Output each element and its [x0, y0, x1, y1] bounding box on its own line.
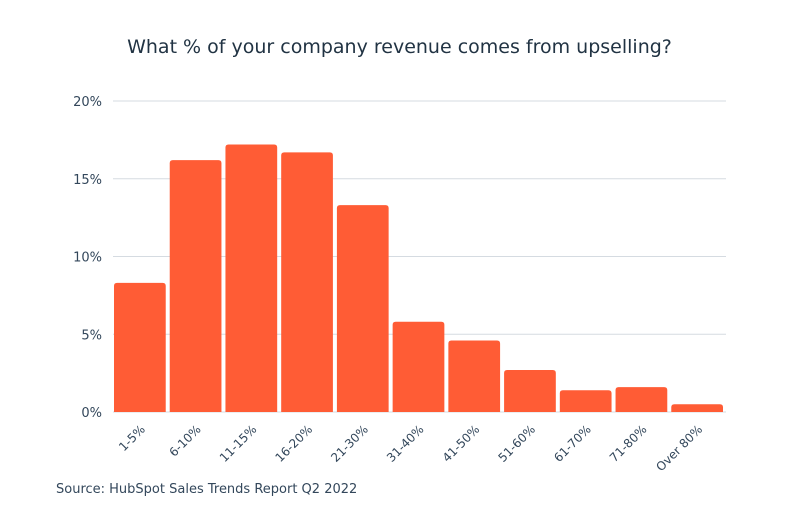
x-tick-label: 71-80% [607, 422, 650, 465]
x-tick-label: 1-5% [116, 422, 148, 454]
bar [225, 144, 278, 413]
x-tick-label: 61-70% [551, 422, 594, 465]
bar [392, 321, 445, 412]
y-tick-label: 10% [73, 251, 102, 266]
bar [281, 152, 333, 412]
bar [336, 205, 389, 412]
bar [615, 387, 668, 412]
bar [504, 370, 556, 412]
bar [114, 282, 166, 412]
bar [671, 404, 723, 412]
chart-title: What % of your company revenue comes fro… [127, 36, 672, 58]
y-tick-label: 20% [73, 95, 102, 110]
bar [169, 160, 222, 412]
x-tick-label: 21-30% [328, 422, 371, 465]
x-tick-label: 31-40% [384, 422, 427, 465]
x-tick-label: 6-10% [166, 422, 203, 459]
source-note: Source: HubSpot Sales Trends Report Q2 2… [56, 482, 358, 497]
y-tick-label: 5% [81, 328, 102, 343]
x-tick-label: 51-60% [495, 422, 538, 465]
y-tick-label: 0% [81, 406, 102, 421]
x-tick-label: 11-15% [217, 422, 260, 465]
bar [448, 340, 501, 412]
x-tick-label: 16-20% [273, 422, 316, 465]
x-tick-label: Over 80% [653, 422, 705, 474]
y-tick-label: 15% [73, 173, 102, 188]
bar [559, 390, 612, 412]
x-tick-label: 41-50% [440, 422, 483, 465]
